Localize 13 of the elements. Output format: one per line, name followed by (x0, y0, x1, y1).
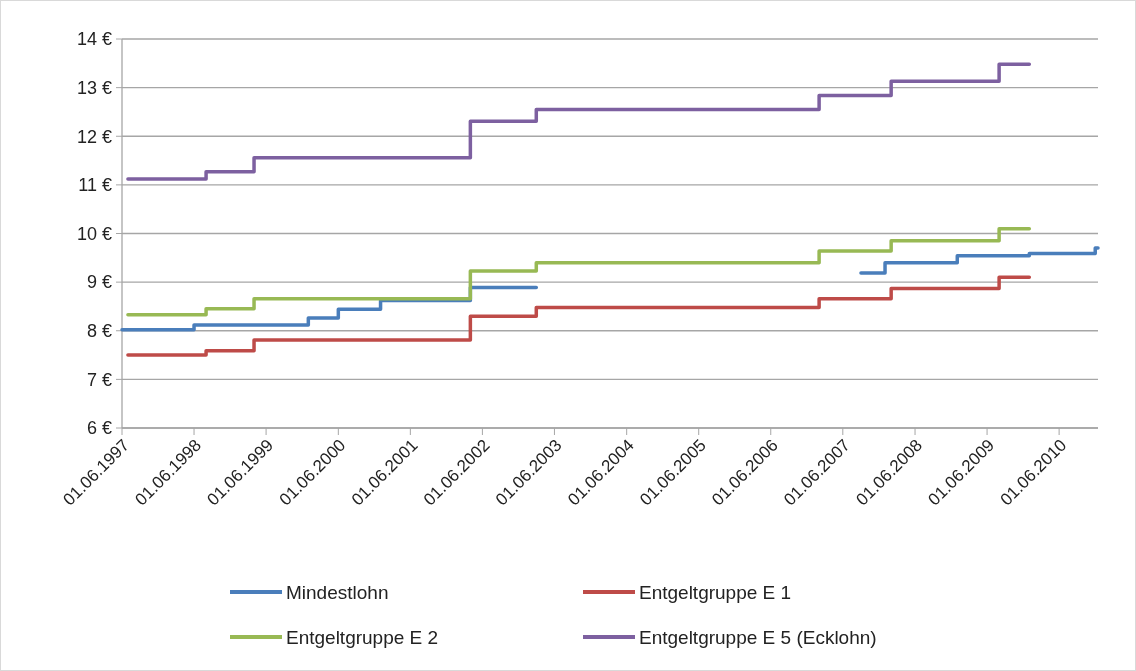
y-tick-label: 9 € (86, 272, 112, 293)
y-tick-label: 6 € (86, 418, 112, 439)
legend-label: Entgeltgruppe E 2 (286, 626, 439, 648)
legend-label: Mindestlohn (286, 581, 389, 603)
y-tick-label: 10 € (76, 223, 112, 244)
y-tick-label: 14 € (76, 29, 112, 50)
y-tick-label: 7 € (86, 369, 112, 390)
y-tick-label: 12 € (76, 126, 112, 147)
y-tick-label: 11 € (78, 175, 112, 196)
legend-label: Entgeltgruppe E 1 (639, 581, 792, 603)
y-tick-label: 8 € (86, 321, 112, 342)
legend-label: Entgeltgruppe E 5 (Ecklohn) (639, 626, 877, 648)
y-tick-label: 13 € (76, 77, 112, 98)
